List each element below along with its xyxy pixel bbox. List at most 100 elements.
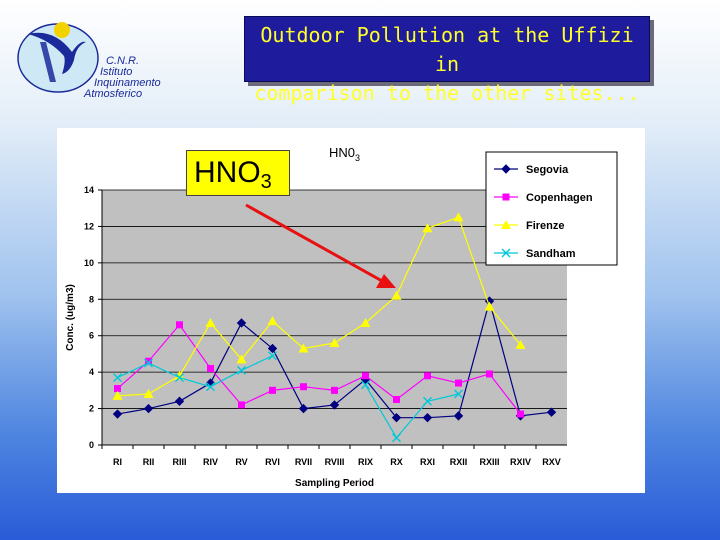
data-point bbox=[361, 380, 370, 390]
y-tick-label: 4 bbox=[89, 367, 94, 377]
data-point bbox=[143, 389, 154, 398]
x-tick-label: RXII bbox=[450, 457, 468, 467]
data-point bbox=[423, 396, 432, 406]
x-tick-label: RIX bbox=[358, 457, 373, 467]
y-tick-label: 6 bbox=[89, 331, 94, 341]
data-point bbox=[360, 317, 371, 327]
y-tick-label: 12 bbox=[84, 221, 94, 231]
y-axis-title: Conc. (ug/m3) bbox=[65, 284, 76, 351]
data-point bbox=[546, 407, 557, 417]
data-point bbox=[484, 301, 495, 311]
x-tick-label: RXI bbox=[420, 457, 435, 467]
data-point bbox=[391, 412, 402, 423]
data-point bbox=[453, 212, 464, 222]
legend-swatch-marker bbox=[501, 248, 511, 258]
data-point bbox=[515, 339, 526, 349]
data-point bbox=[236, 318, 247, 328]
data-point bbox=[329, 338, 340, 347]
logo-sun-icon bbox=[54, 22, 70, 38]
data-point bbox=[392, 433, 401, 443]
slide-title-line-2: comparison to the other sites... bbox=[254, 81, 640, 105]
legend-swatch-marker bbox=[501, 164, 511, 174]
logo-line-4: Atmosferico bbox=[84, 88, 143, 100]
chart-title-sub: 3 bbox=[355, 153, 360, 163]
series-line bbox=[117, 216, 521, 397]
x-tick-label: RIII bbox=[172, 457, 186, 467]
data-point bbox=[176, 321, 183, 329]
data-point bbox=[145, 357, 152, 365]
x-tick-label: RVI bbox=[265, 457, 280, 467]
data-point bbox=[422, 412, 433, 423]
legend-label: Sandham bbox=[526, 248, 576, 260]
data-point bbox=[298, 403, 309, 414]
data-point bbox=[298, 343, 309, 353]
legend-swatch-marker bbox=[501, 220, 511, 229]
data-point bbox=[424, 372, 431, 380]
logo-line-3: Inquinamento bbox=[94, 77, 161, 89]
data-point bbox=[331, 386, 338, 394]
data-point bbox=[112, 390, 123, 400]
slide-title-line-1: Outdoor Pollution at the Uffizi in bbox=[260, 23, 634, 76]
data-point bbox=[236, 354, 247, 364]
data-point bbox=[486, 370, 493, 378]
x-tick-label: RVIII bbox=[325, 457, 345, 467]
legend-swatch-marker bbox=[502, 193, 510, 201]
data-point bbox=[205, 317, 216, 327]
x-tick-label: RV bbox=[235, 457, 247, 467]
data-point bbox=[455, 379, 462, 387]
series-firenze bbox=[112, 212, 526, 400]
data-point bbox=[237, 365, 246, 375]
data-point bbox=[174, 370, 185, 380]
data-point bbox=[113, 373, 122, 383]
data-point bbox=[362, 372, 369, 380]
chart-title-main: HN0 bbox=[329, 145, 355, 160]
cnr-logo bbox=[17, 22, 99, 93]
logo-line-2: Istituto bbox=[100, 66, 133, 78]
data-point bbox=[300, 383, 307, 391]
series-line bbox=[117, 323, 521, 415]
series-line bbox=[364, 384, 459, 439]
series-copenhagen bbox=[114, 321, 524, 418]
data-point bbox=[143, 403, 154, 414]
data-point bbox=[207, 365, 214, 372]
x-tick-label: RXV bbox=[542, 457, 561, 467]
data-point bbox=[422, 223, 433, 233]
legend-label: Firenze bbox=[526, 220, 565, 232]
hno3-callout-main: HNO bbox=[194, 156, 261, 189]
data-point bbox=[269, 386, 276, 394]
chart-panel: 0 2 4 6 8 10 12 14 RI RII RIII RIV RV RVI RVII RVIII RIX… bbox=[57, 128, 645, 493]
chart-title: HN03 bbox=[329, 145, 360, 163]
logo-i-icon bbox=[40, 42, 56, 82]
data-point bbox=[206, 382, 215, 392]
data-point bbox=[391, 290, 402, 300]
x-axis-title: Sampling Period bbox=[295, 478, 374, 489]
y-tick-label: 10 bbox=[84, 258, 94, 268]
series-segovia bbox=[112, 296, 557, 423]
data-point bbox=[174, 396, 185, 406]
data-point bbox=[393, 395, 400, 403]
series-line bbox=[117, 355, 273, 388]
legend-label: Copenhagen bbox=[526, 192, 593, 204]
x-tick-label: RI bbox=[113, 457, 122, 467]
y-tick-label: 2 bbox=[89, 404, 94, 414]
x-tick-label: RVII bbox=[295, 457, 312, 467]
data-point bbox=[175, 373, 184, 383]
logo-line-1: C.N.R. bbox=[106, 55, 139, 67]
hno3-callout-sub: 3 bbox=[260, 171, 272, 193]
x-tick-label: RIV bbox=[203, 457, 218, 467]
legend-label: Segovia bbox=[526, 164, 569, 176]
data-point bbox=[267, 316, 278, 326]
data-point bbox=[453, 411, 464, 421]
y-tick-label: 8 bbox=[89, 294, 94, 304]
y-tick-label: 14 bbox=[84, 185, 94, 195]
slide-title: Outdoor Pollution at the Uffizi in compa… bbox=[244, 16, 650, 105]
data-point bbox=[114, 385, 121, 393]
data-point bbox=[268, 351, 277, 361]
line-chart: 0 2 4 6 8 10 12 14 RI RII RIII RIV RV RVI RVII RVIII RIX… bbox=[65, 145, 618, 489]
x-tick-label: RX bbox=[390, 457, 403, 467]
data-point bbox=[238, 401, 245, 409]
x-tick-label: RXIII bbox=[479, 457, 499, 467]
x-tick-label: RII bbox=[143, 457, 155, 467]
data-point bbox=[454, 389, 463, 399]
data-point bbox=[144, 358, 153, 368]
